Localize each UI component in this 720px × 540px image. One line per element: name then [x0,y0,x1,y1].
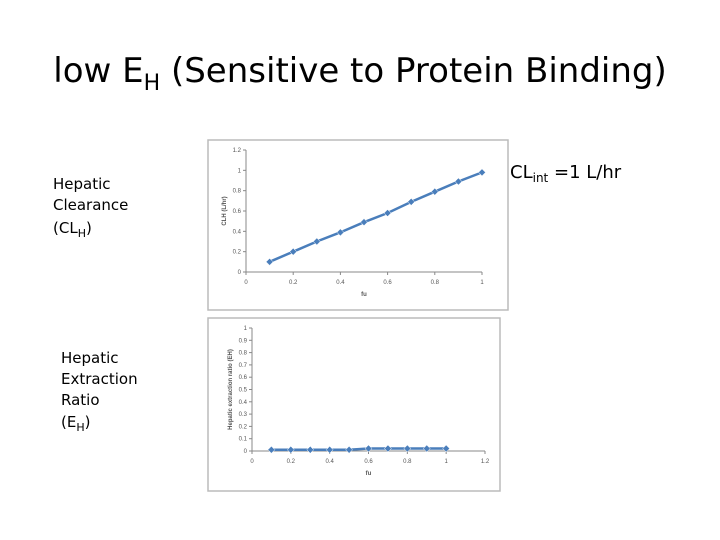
x-tick-label: 0.4 [325,459,334,465]
x-tick-label: 0.4 [336,280,345,286]
y-tick-label: 0.1 [239,437,248,443]
label-subscript: H [78,227,86,240]
label-line: Extraction [61,370,138,388]
x-tick-label: 0.6 [383,280,392,286]
label-subscript: H [76,421,84,434]
title: low EH (Sensitive to Protein Binding) [53,51,667,96]
y-tick-label: 0.8 [233,189,242,195]
y-tick-label: 0.5 [239,388,248,394]
data-point [478,168,486,177]
y-tick-label: 0.8 [239,351,248,357]
title-subscript: H [144,71,161,96]
note-text: =1 L/hr [548,162,621,183]
data-point [403,444,412,453]
note-text: CL [510,162,533,183]
label-text: (E [61,413,76,431]
series-line [269,171,483,263]
data-point [360,218,368,227]
chart-frame [207,317,501,492]
label-line: Ratio [61,391,100,409]
data-point [430,187,439,196]
y-axis-label: CLH (L/hr) [222,196,228,225]
x-tick-label: 1.2 [481,459,490,465]
data-point [325,445,334,454]
data-point [312,237,321,246]
x-tick-label: 0.2 [287,459,296,465]
clint-note: CLint =1 L/hr [510,162,622,185]
x-tick-label: 0.8 [403,459,412,465]
x-axis-label: fu [366,471,372,477]
label-text: (CL [53,219,78,237]
data-point [384,444,392,453]
y-axis-label: Hepatic extraction ratio (EH) [228,349,234,430]
chart: 0 0.1 0.2 0.3 0.4 0.5 0.6 0.7 0.8 0.9 1 0 0.2 0.4 0.6 0… [207,317,501,492]
label-line: (EH) [61,413,90,434]
x-tick-label: 1 [480,280,484,286]
y-tick-label: 0.4 [239,400,248,406]
data-point [289,247,298,256]
y-tick-label: 1 [244,326,248,332]
chart: 0 0.2 0.4 0.6 0.8 1 1.2 0 0.2 0.4 0.6 0.8 1 fu CLH (L/… [207,139,509,311]
data-point [306,445,315,454]
data-point [286,445,295,454]
y-tick-label: 0.4 [233,229,242,235]
note-subscript: int [533,171,549,185]
data-point [265,257,274,266]
clearance-label: Hepatic Clearance (CLH) [53,175,128,240]
label-line: Clearance [53,196,128,214]
label-line: (CLH) [53,219,92,240]
data-point [364,444,373,453]
x-tick-label: 1 [444,459,448,465]
y-tick-label: 0.2 [233,250,242,256]
label-line: Hepatic [61,349,119,367]
y-tick-label: 1.2 [233,148,242,154]
y-tick-label: 0.2 [239,424,248,430]
x-tick-label: 0.2 [289,280,298,286]
y-tick-label: 0.6 [233,209,242,215]
data-point [345,445,353,454]
y-tick-label: 0.6 [239,375,248,381]
y-tick-label: 0.7 [239,363,248,369]
y-tick-label: 0 [244,449,248,455]
y-tick-label: 1 [238,168,242,174]
y-tick-label: 0.3 [239,412,248,418]
x-axis-label: fu [361,292,367,298]
y-tick-label: 0 [238,270,242,276]
data-point [267,445,276,454]
x-tick-label: 0.6 [364,459,373,465]
label-text: ) [86,219,92,237]
data-point [454,177,463,186]
data-point [422,444,431,453]
label-line: Hepatic [53,175,111,193]
data-point [407,197,416,206]
x-tick-label: 0.8 [431,280,440,286]
label-text: ) [85,413,91,431]
title-text: (Sensitive to Protein Binding) [160,51,667,91]
data-point [383,209,392,217]
title-text: low E [53,51,143,91]
data-point [336,228,345,237]
series-line [271,447,447,452]
x-tick-label: 0 [244,280,248,286]
y-tick-label: 0.9 [239,338,248,344]
data-point [442,444,451,453]
x-tick-label: 0 [250,459,254,465]
extraction-label: Hepatic Extraction Ratio (EH) [61,349,138,434]
